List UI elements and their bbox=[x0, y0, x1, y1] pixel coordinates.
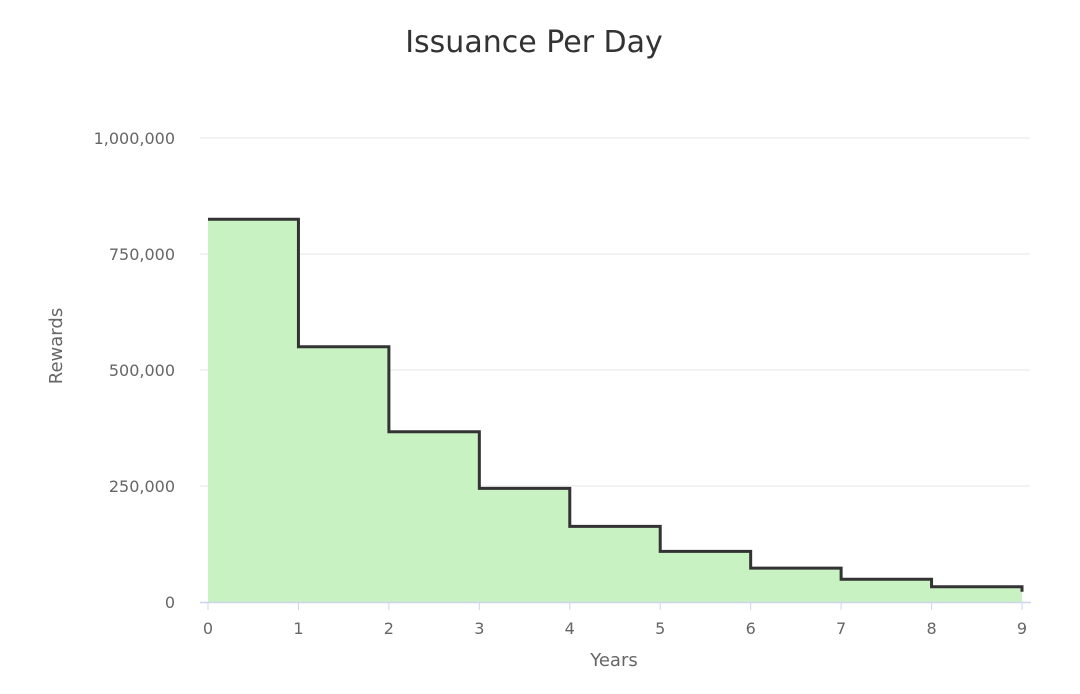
axis-layer: 0 250,000 500,000 750,000 1,000,000 0 1 2 3 4 5 6 7 8… bbox=[94, 129, 1031, 638]
x-tick-label: 7 bbox=[836, 619, 846, 638]
line-layer bbox=[208, 217, 1024, 592]
area-layer bbox=[208, 219, 1022, 602]
x-tick-label: 2 bbox=[384, 619, 394, 638]
y-tick-label: 0 bbox=[165, 593, 175, 612]
series-line bbox=[208, 217, 1024, 592]
x-axis-title: Years bbox=[589, 650, 638, 671]
y-tick-label: 750,000 bbox=[109, 245, 175, 264]
x-tick-label: 6 bbox=[746, 619, 756, 638]
x-tick-label: 3 bbox=[474, 619, 484, 638]
y-tick-label: 500,000 bbox=[109, 361, 175, 380]
x-tick-label: 4 bbox=[565, 619, 575, 638]
x-tick-label: 8 bbox=[926, 619, 936, 638]
y-tick-label: 250,000 bbox=[109, 477, 175, 496]
x-tick-label: 5 bbox=[655, 619, 665, 638]
chart-title: Issuance Per Day bbox=[405, 25, 663, 60]
x-tick-label: 0 bbox=[203, 619, 213, 638]
x-tick-label: 9 bbox=[1017, 619, 1027, 638]
series-area bbox=[208, 219, 1022, 602]
y-tick-label: 1,000,000 bbox=[94, 129, 175, 148]
y-axis-title: Rewards bbox=[46, 308, 67, 384]
x-tick-label: 1 bbox=[293, 619, 303, 638]
